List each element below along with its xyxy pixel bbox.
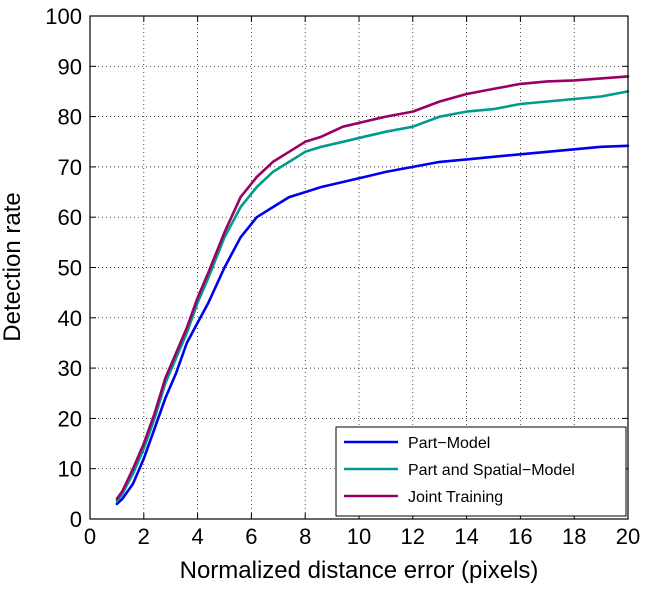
y-axis-label: Detection rate <box>0 192 26 341</box>
x-tick-label: 16 <box>508 524 532 549</box>
x-tick-label: 8 <box>299 524 311 549</box>
legend-label: Part−Model <box>408 435 490 452</box>
series-line <box>115 90 630 503</box>
series-line <box>115 144 630 506</box>
y-tick-label: 70 <box>58 155 82 180</box>
y-tick-label: 60 <box>58 205 82 230</box>
y-tick-label: 20 <box>58 406 82 431</box>
series-lines <box>115 75 630 506</box>
x-tick-label: 4 <box>191 524 203 549</box>
y-tick-label: 0 <box>70 507 82 532</box>
x-tick-label: 12 <box>401 524 425 549</box>
y-tick-label: 80 <box>58 105 82 130</box>
x-tick-label: 10 <box>347 524 371 549</box>
x-tick-label: 2 <box>138 524 150 549</box>
y-tick-label: 40 <box>58 306 82 331</box>
legend-items: Part−Model Part and Spatial−Model Joint Tr… <box>344 435 575 506</box>
y-tick-label: 90 <box>58 54 82 79</box>
x-tick-label: 14 <box>454 524 478 549</box>
y-tick-label: 10 <box>58 457 82 482</box>
grid <box>90 16 628 519</box>
series-line <box>115 75 630 501</box>
x-axis-label: Normalized distance error (pixels) <box>180 557 539 584</box>
legend: Part−Model Part and Spatial−Model Joint Tr… <box>335 426 627 517</box>
x-tick-label: 20 <box>616 524 640 549</box>
legend-label: Joint Training <box>408 489 503 506</box>
legend-label: Part and Spatial−Model <box>408 462 575 479</box>
y-tick-label: 50 <box>58 256 82 281</box>
y-tick-label: 30 <box>58 356 82 381</box>
x-tick-label: 6 <box>245 524 257 549</box>
y-tick-label: 100 <box>45 4 82 29</box>
x-tick-label: 0 <box>84 524 96 549</box>
x-tick-label: 18 <box>562 524 586 549</box>
axis-ticks: 0 2 4 6 8 10 12 14 16 18 20 0 10 20 30 40 50 60 70 80 90 100 <box>45 4 640 549</box>
